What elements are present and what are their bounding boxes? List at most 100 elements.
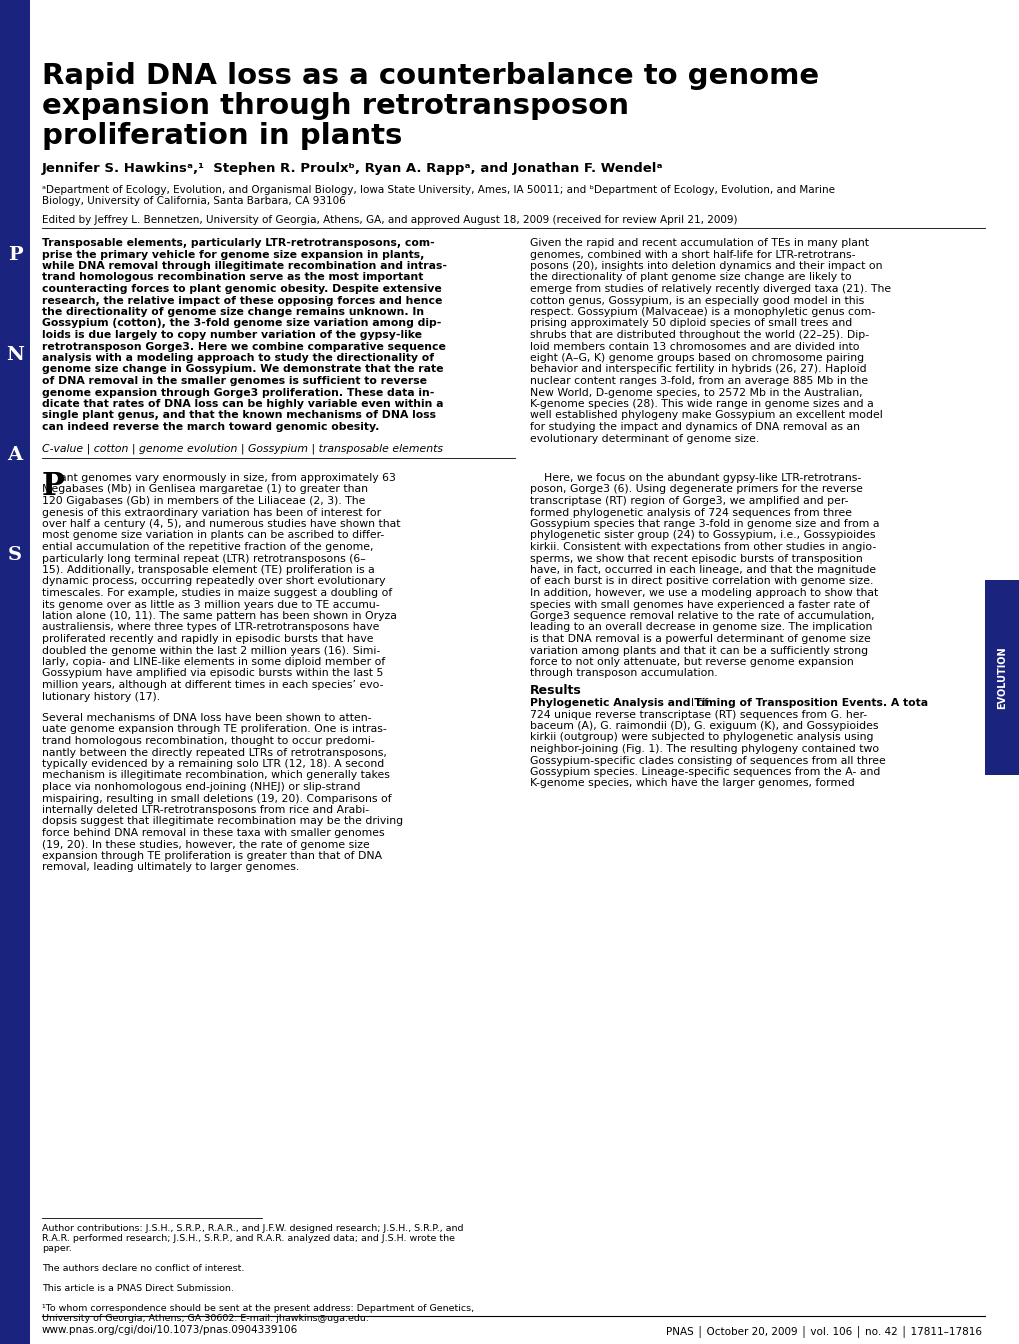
Text: phylogenetic sister group (24) to Gossypium, i.e., Gossypioides: phylogenetic sister group (24) to Gossyp…	[530, 531, 874, 540]
Text: emerge from studies of relatively recently diverged taxa (21). The: emerge from studies of relatively recent…	[530, 284, 891, 294]
Text: proliferated recently and rapidly in episodic bursts that have: proliferated recently and rapidly in epi…	[42, 634, 373, 644]
Text: for studying the impact and dynamics of DNA removal as an: for studying the impact and dynamics of …	[530, 422, 859, 431]
Text: posons (20), insights into deletion dynamics and their impact on: posons (20), insights into deletion dyna…	[530, 261, 881, 271]
Text: genomes, combined with a short half-life for LTR-retrotrans-: genomes, combined with a short half-life…	[530, 250, 855, 259]
Text: australiensis, where three types of LTR-retrotransposons have: australiensis, where three types of LTR-…	[42, 622, 379, 633]
Text: Gossypium species that range 3-fold in genome size and from a: Gossypium species that range 3-fold in g…	[530, 519, 878, 530]
Text: www.pnas.org/cgi/doi/10.1073/pnas.0904339106: www.pnas.org/cgi/doi/10.1073/pnas.090433…	[42, 1325, 298, 1335]
Text: the directionality of genome size change remains unknown. In: the directionality of genome size change…	[42, 306, 424, 317]
Text: of each burst is in direct positive correlation with genome size.: of each burst is in direct positive corr…	[530, 577, 872, 586]
Text: nantly between the directly repeated LTRs of retrotransposons,: nantly between the directly repeated LTR…	[42, 747, 386, 758]
Text: kirkii. Consistent with expectations from other studies in angio-: kirkii. Consistent with expectations fro…	[530, 542, 875, 552]
Text: expansion through TE proliferation is greater than that of DNA: expansion through TE proliferation is gr…	[42, 851, 382, 862]
Text: Results: Results	[530, 684, 581, 698]
Text: S: S	[8, 546, 22, 564]
Text: Phylogenetic Analysis and Timing of Transposition Events. A tota: Phylogenetic Analysis and Timing of Tran…	[530, 698, 927, 708]
Text: doubled the genome within the last 2 million years (16). Simi-: doubled the genome within the last 2 mil…	[42, 645, 380, 656]
Text: dynamic process, occurring repeatedly over short evolutionary: dynamic process, occurring repeatedly ov…	[42, 577, 385, 586]
Text: Edited by Jeffrey L. Bennetzen, University of Georgia, Athens, GA, and approved : Edited by Jeffrey L. Bennetzen, Universi…	[42, 215, 737, 224]
Text: baceum (A), G. raimondii (D), G. exiguum (K), and Gossypioides: baceum (A), G. raimondii (D), G. exiguum…	[530, 720, 877, 731]
Text: well established phylogeny make Gossypium an excellent model: well established phylogeny make Gossypiu…	[530, 410, 881, 421]
Text: Biology, University of California, Santa Barbara, CA 93106: Biology, University of California, Santa…	[42, 196, 345, 206]
Text: PNAS │ October 20, 2009 │ vol. 106 │ no. 42 │ 17811–17816: PNAS │ October 20, 2009 │ vol. 106 │ no.…	[665, 1325, 981, 1337]
Text: timescales. For example, studies in maize suggest a doubling of: timescales. For example, studies in maiz…	[42, 589, 392, 598]
Text: Gossypium have amplified via episodic bursts within the last 5: Gossypium have amplified via episodic bu…	[42, 668, 383, 679]
Text: The authors declare no conflict of interest.: The authors declare no conflict of inter…	[42, 1263, 245, 1273]
Text: N: N	[6, 345, 23, 364]
Text: behavior and interspecific fertility in hybrids (26, 27). Haploid: behavior and interspecific fertility in …	[530, 364, 866, 375]
Text: 15). Additionally, transposable element (TE) proliferation is a: 15). Additionally, transposable element …	[42, 564, 374, 575]
Text: particularly long terminal repeat (LTR) retrotransposons (6–: particularly long terminal repeat (LTR) …	[42, 554, 366, 563]
Text: genesis of this extraordinary variation has been of interest for: genesis of this extraordinary variation …	[42, 508, 381, 517]
Text: prise the primary vehicle for genome size expansion in plants,: prise the primary vehicle for genome siz…	[42, 250, 424, 259]
Text: through transposon accumulation.: through transposon accumulation.	[530, 668, 717, 679]
Text: Megabases (Mb) in Genlisea margaretae (1) to greater than: Megabases (Mb) in Genlisea margaretae (1…	[42, 484, 368, 495]
Text: nuclear content ranges 3-fold, from an average 885 Mb in the: nuclear content ranges 3-fold, from an a…	[530, 376, 867, 386]
Text: million years, although at different times in each species’ evo-: million years, although at different tim…	[42, 680, 383, 689]
Text: Gorge3 sequence removal relative to the rate of accumulation,: Gorge3 sequence removal relative to the …	[530, 612, 873, 621]
Text: most genome size variation in plants can be ascribed to differ-: most genome size variation in plants can…	[42, 531, 384, 540]
Text: trand homologous recombination serve as the most important: trand homologous recombination serve as …	[42, 273, 423, 282]
Text: A: A	[7, 446, 22, 464]
Text: place via nonhomologous end-joining (NHEJ) or slip-strand: place via nonhomologous end-joining (NHE…	[42, 782, 360, 792]
Text: can indeed reverse the march toward genomic obesity.: can indeed reverse the march toward geno…	[42, 422, 379, 431]
Text: Transposable elements, particularly LTR-retrotransposons, com-: Transposable elements, particularly LTR-…	[42, 238, 434, 249]
Text: 120 Gigabases (Gb) in members of the Liliaceae (2, 3). The: 120 Gigabases (Gb) in members of the Lil…	[42, 496, 365, 505]
Text: research, the relative impact of these opposing forces and hence: research, the relative impact of these o…	[42, 296, 442, 305]
Text: typically evidenced by a remaining solo LTR (12, 18). A second: typically evidenced by a remaining solo …	[42, 759, 384, 769]
Text: Given the rapid and recent accumulation of TEs in many plant: Given the rapid and recent accumulation …	[530, 238, 868, 249]
Text: loid members contain 13 chromosomes and are divided into: loid members contain 13 chromosomes and …	[530, 341, 859, 352]
Text: Gossypium (cotton), the 3-fold genome size variation among dip-: Gossypium (cotton), the 3-fold genome si…	[42, 319, 441, 328]
Text: counteracting forces to plant genomic obesity. Despite extensive: counteracting forces to plant genomic ob…	[42, 284, 441, 294]
Text: the directionality of plant genome size change are likely to: the directionality of plant genome size …	[530, 273, 851, 282]
Text: Gossypium species. Lineage-specific sequences from the A- and: Gossypium species. Lineage-specific sequ…	[530, 767, 879, 777]
Text: Jennifer S. Hawkinsᵃ,¹  Stephen R. Proulxᵇ, Ryan A. Rappᵃ, and Jonathan F. Wende: Jennifer S. Hawkinsᵃ,¹ Stephen R. Proulx…	[42, 163, 662, 175]
Text: ¹To whom correspondence should be sent at the present address: Department of Gen: ¹To whom correspondence should be sent a…	[42, 1304, 474, 1313]
Text: evolutionary determinant of genome size.: evolutionary determinant of genome size.	[530, 434, 758, 444]
Text: University of Georgia, Athens, GA 30602. E-mail: jhawkins@uga.edu.: University of Georgia, Athens, GA 30602.…	[42, 1314, 369, 1322]
Text: ential accumulation of the repetitive fraction of the genome,: ential accumulation of the repetitive fr…	[42, 542, 373, 552]
Text: 724 unique reverse transcriptase (RT) sequences from G. her-: 724 unique reverse transcriptase (RT) se…	[530, 710, 866, 719]
Bar	[984, 581, 1019, 775]
Text: K-genome species (28). This wide range in genome sizes and a: K-genome species (28). This wide range i…	[530, 399, 873, 409]
Text: sperms, we show that recent episodic bursts of transposition: sperms, we show that recent episodic bur…	[530, 554, 862, 563]
Text: have, in fact, occurred in each lineage, and that the magnitude: have, in fact, occurred in each lineage,…	[530, 564, 875, 575]
Text: lant genomes vary enormously in size, from approximately 63: lant genomes vary enormously in size, fr…	[57, 473, 395, 482]
Text: K-genome species, which have the larger genomes, formed: K-genome species, which have the larger …	[530, 778, 854, 789]
Text: while DNA removal through illegitimate recombination and intras-: while DNA removal through illegitimate r…	[42, 261, 446, 271]
Text: (19, 20). In these studies, however, the rate of genome size: (19, 20). In these studies, however, the…	[42, 840, 370, 849]
Text: poson, Gorge3 (6). Using degenerate primers for the reverse: poson, Gorge3 (6). Using degenerate prim…	[530, 484, 862, 495]
Text: ᵃDepartment of Ecology, Evolution, and Organismal Biology, Iowa State University: ᵃDepartment of Ecology, Evolution, and O…	[42, 185, 835, 195]
Text: loids is due largely to copy number variation of the gypsy-like: loids is due largely to copy number vari…	[42, 331, 422, 340]
Text: Author contributions: J.S.H., S.R.P., R.A.R., and J.F.W. designed research; J.S.: Author contributions: J.S.H., S.R.P., R.…	[42, 1224, 463, 1232]
Text: genome size change in Gossypium. We demonstrate that the rate: genome size change in Gossypium. We demo…	[42, 364, 443, 375]
Text: proliferation in plants: proliferation in plants	[42, 122, 401, 151]
Text: force to not only attenuate, but reverse genome expansion: force to not only attenuate, but reverse…	[530, 657, 853, 667]
Text: leading to an overall decrease in genome size. The implication: leading to an overall decrease in genome…	[530, 622, 871, 633]
Text: of DNA removal in the smaller genomes is sufficient to reverse: of DNA removal in the smaller genomes is…	[42, 376, 427, 386]
Text: prising approximately 50 diploid species of small trees and: prising approximately 50 diploid species…	[530, 319, 852, 328]
Text: mechanism is illegitimate recombination, which generally takes: mechanism is illegitimate recombination,…	[42, 770, 389, 781]
Text: is that DNA removal is a powerful determinant of genome size: is that DNA removal is a powerful determ…	[530, 634, 870, 644]
Text: cotton genus, Gossypium, is an especially good model in this: cotton genus, Gossypium, is an especiall…	[530, 296, 863, 305]
Text: transcriptase (RT) region of Gorge3, we amplified and per-: transcriptase (RT) region of Gorge3, we …	[530, 496, 848, 505]
Text: shrubs that are distributed throughout the world (22–25). Dip-: shrubs that are distributed throughout t…	[530, 331, 868, 340]
Text: dopsis suggest that illegitimate recombination may be the driving: dopsis suggest that illegitimate recombi…	[42, 817, 403, 827]
Text: removal, leading ultimately to larger genomes.: removal, leading ultimately to larger ge…	[42, 863, 299, 872]
Text: analysis with a modeling approach to study the directionality of: analysis with a modeling approach to stu…	[42, 353, 434, 363]
Text: This article is a PNAS Direct Submission.: This article is a PNAS Direct Submission…	[42, 1284, 233, 1293]
Text: retrotransposon Gorge3. Here we combine comparative sequence: retrotransposon Gorge3. Here we combine …	[42, 341, 445, 352]
Text: In addition, however, we use a modeling approach to show that: In addition, however, we use a modeling …	[530, 589, 877, 598]
Text: EVOLUTION: EVOLUTION	[996, 646, 1006, 708]
Text: Several mechanisms of DNA loss have been shown to atten-: Several mechanisms of DNA loss have been…	[42, 714, 371, 723]
Text: species with small genomes have experienced a faster rate of: species with small genomes have experien…	[530, 599, 869, 609]
Text: Here, we focus on the abundant gypsy-like LTR-retrotrans-: Here, we focus on the abundant gypsy-lik…	[530, 473, 860, 482]
Text: Rapid DNA loss as a counterbalance to genome: Rapid DNA loss as a counterbalance to ge…	[42, 62, 818, 90]
Text: P: P	[42, 470, 65, 503]
Text: kirkii (outgroup) were subjected to phylogenetic analysis using: kirkii (outgroup) were subjected to phyl…	[530, 732, 872, 742]
Text: New World, D-genome species, to 2572 Mb in the Australian,: New World, D-genome species, to 2572 Mb …	[530, 387, 862, 398]
Text: R.A.R. performed research; J.S.H., S.R.P., and R.A.R. analyzed data; and J.S.H. : R.A.R. performed research; J.S.H., S.R.P…	[42, 1234, 454, 1243]
Text: expansion through retrotransposon: expansion through retrotransposon	[42, 91, 629, 120]
Text: respect. Gossypium (Malvaceae) is a monophyletic genus com-: respect. Gossypium (Malvaceae) is a mono…	[530, 306, 874, 317]
Text: variation among plants and that it can be a sufficiently strong: variation among plants and that it can b…	[530, 645, 867, 656]
